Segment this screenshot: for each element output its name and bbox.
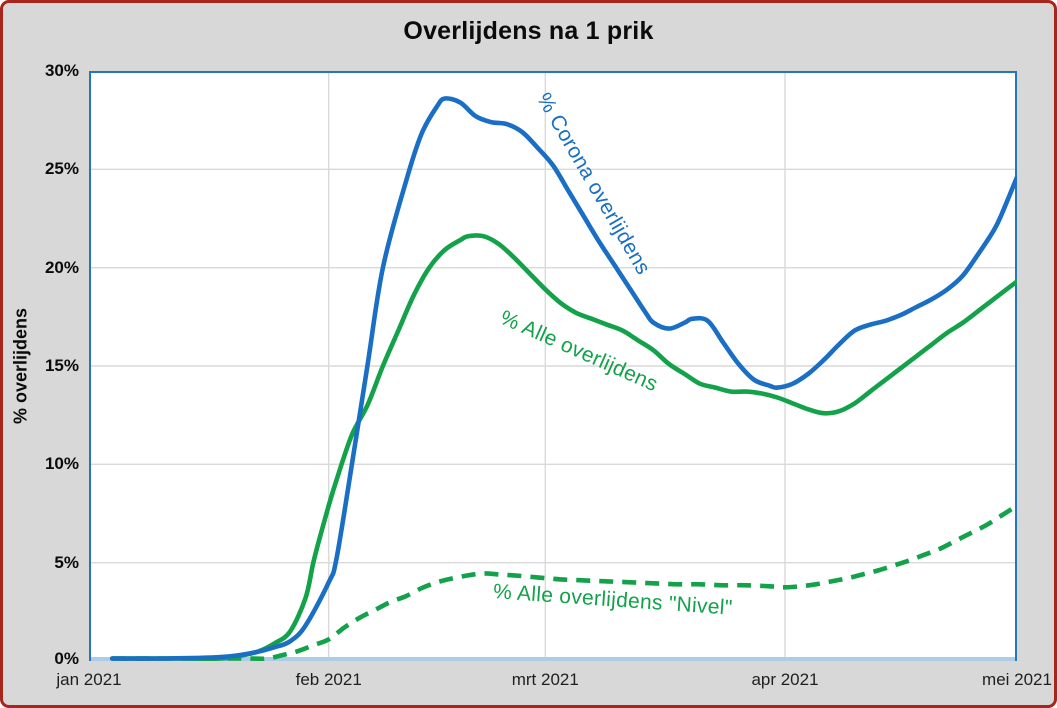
y-tick-label: 15% [44,356,79,375]
x-tick-label: mei 2021 [982,670,1052,689]
y-tick-label: 10% [44,454,79,474]
x-tick-label: apr 2021 [751,670,819,689]
y-tick-label: 5% [54,552,79,572]
x-tick-label: jan 2021 [56,670,122,689]
y-tick-label: 30% [44,61,79,80]
x-tick-label: mrt 2021 [511,670,579,689]
y-tick-label: 20% [44,257,79,277]
x-tick-label: feb 2021 [295,670,362,689]
y-tick-label: 25% [44,159,79,179]
y-tick-label: 0% [54,648,79,668]
chart-title: Overlijdens na 1 prik [403,17,654,45]
chart-canvas [89,71,1017,661]
